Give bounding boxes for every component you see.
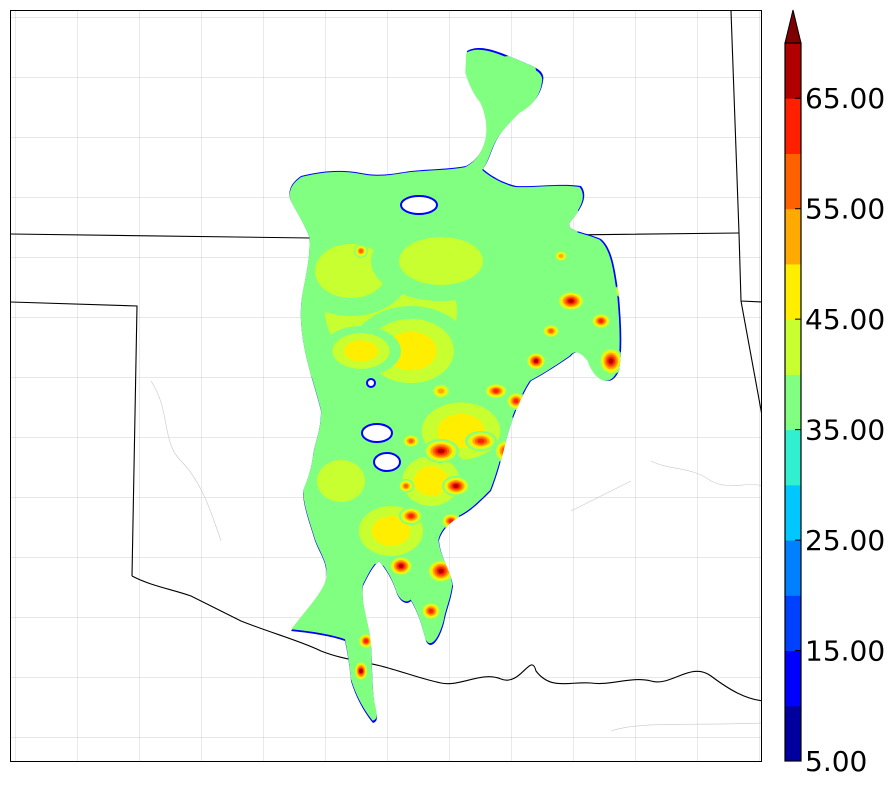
colorbar-tick-label: 15.00 — [805, 635, 885, 668]
texas-panhandle-border — [11, 301, 138, 577]
colorbar-band — [785, 43, 801, 99]
storm-cell — [534, 359, 538, 363]
county-boundaries — [150, 380, 761, 732]
colorbar-extend-arrow — [784, 9, 802, 44]
storm-cell — [343, 340, 379, 362]
colorbar-tick-label: 25.00 — [805, 524, 885, 557]
storm-cell — [398, 564, 404, 568]
colorbar-tick-label: 55.00 — [805, 193, 885, 226]
storm-cell — [437, 448, 445, 454]
arkansas-border-east — [740, 300, 761, 414]
colorbar-band — [785, 153, 801, 210]
storm-cell — [408, 439, 414, 443]
colorbar-band — [785, 98, 801, 154]
storm-cell — [371, 516, 411, 546]
storm-cell — [608, 358, 614, 364]
colorbar-frame — [784, 42, 802, 762]
colorbar-tick-label: 65.00 — [805, 82, 885, 115]
storm-cell — [493, 389, 499, 393]
storm-cell — [315, 244, 387, 298]
map-canvas — [11, 11, 761, 761]
colorbar-band — [785, 208, 801, 265]
colorbar-band — [785, 595, 801, 652]
storm-cell — [364, 639, 368, 643]
storm-cell — [548, 329, 554, 333]
colorbar: 5.00 15.00 25.00 35.00 45.00 55.00 65.00 — [784, 9, 885, 778]
colorbar-band — [785, 374, 801, 431]
storm-cell — [453, 484, 459, 488]
red-river-border — [131, 575, 761, 702]
storm-cell — [428, 608, 434, 614]
colorbar-band — [785, 263, 801, 320]
storm-cell — [413, 466, 449, 496]
echo-holes — [361, 195, 438, 472]
storm-cell — [359, 249, 363, 253]
colorbar-tick-label: 35.00 — [805, 414, 885, 447]
storm-cell — [438, 568, 444, 574]
storm-cell — [437, 388, 445, 394]
storm-cell — [359, 669, 363, 673]
colorbar-band — [785, 319, 801, 375]
storm-cell — [513, 398, 519, 404]
colorbar-tick-label: 5.00 — [805, 745, 867, 778]
storm-cell — [403, 484, 409, 488]
colorbar-bands — [785, 43, 801, 762]
storm-cell — [481, 191, 581, 251]
storm-cell — [317, 460, 365, 502]
colorbar-ticks: 5.00 15.00 25.00 35.00 45.00 55.00 65.00 — [795, 82, 885, 778]
storm-cell — [385, 331, 437, 371]
storm-cell — [408, 513, 414, 519]
storm-cell — [568, 299, 574, 303]
storm-cell — [399, 237, 483, 285]
colorbar-band — [785, 484, 801, 541]
storm-cell — [598, 319, 604, 323]
colorbar-band — [785, 540, 801, 596]
colorbar-band — [785, 705, 801, 762]
colorbar-band — [785, 650, 801, 707]
colorbar-band — [785, 429, 801, 486]
reflectivity-field — [289, 48, 622, 724]
storm-cell — [477, 438, 485, 444]
colorbar-tick-label: 45.00 — [805, 303, 885, 336]
storm-cell — [558, 254, 564, 258]
storm-cell — [486, 56, 536, 86]
missouri-arkansas-border — [730, 11, 761, 303]
map-panel — [10, 10, 762, 762]
